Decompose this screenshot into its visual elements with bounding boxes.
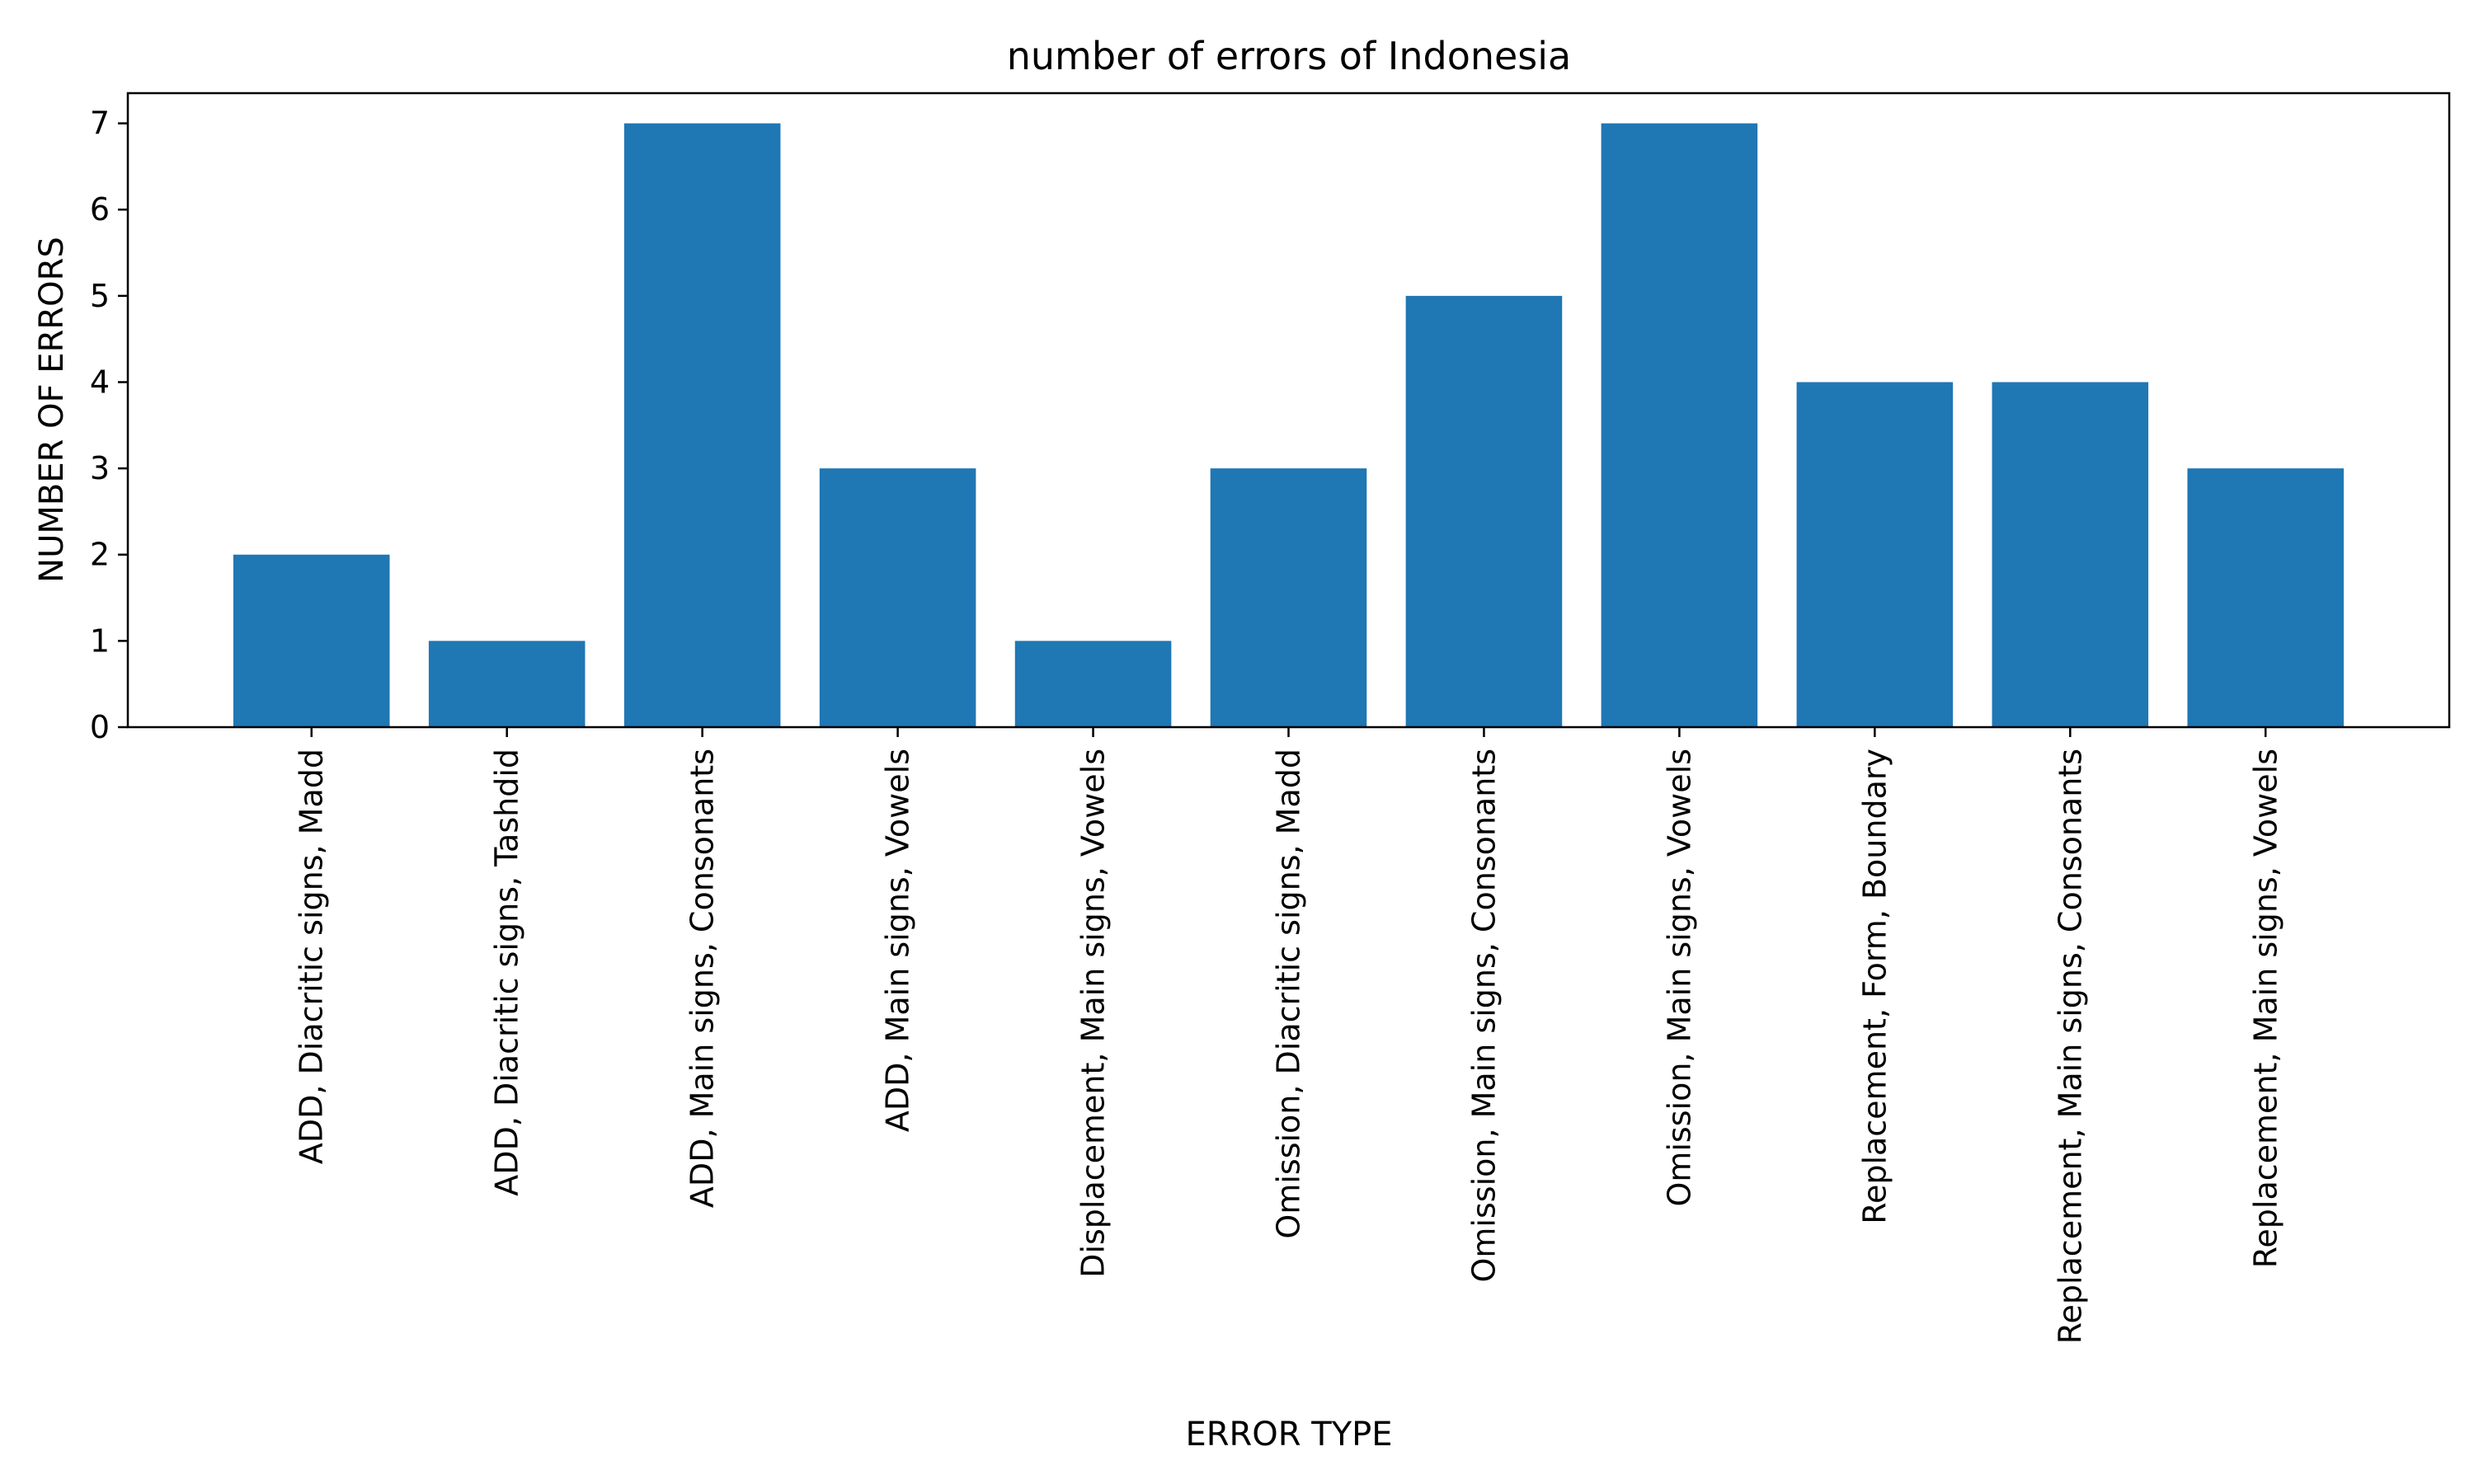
y-tick-label: 2	[90, 537, 110, 573]
bar-4	[1014, 641, 1172, 727]
x-tick-label: Omission, Main signs, Vowels	[1661, 749, 1697, 1207]
x-axis-ticks: ADD, Diacritic signs, Madd ADD, Diacritic…	[294, 727, 2284, 1344]
x-tick-label: Replacement, Form, Boundary	[1856, 749, 1893, 1224]
y-tick-label: 4	[90, 364, 110, 400]
y-tick-label: 1	[90, 622, 110, 659]
y-tick-label: 7	[90, 106, 110, 142]
x-tick-label: Omission, Diacritic signs, Madd	[1271, 749, 1307, 1239]
x-tick-label: ADD, Diacritic signs, Madd	[294, 749, 330, 1164]
y-axis-ticks: 0 1 2 3 4 5 6 7	[90, 106, 128, 745]
x-tick-label: Replacement, Main signs, Vowels	[2247, 749, 2284, 1268]
bars-group	[233, 123, 2345, 728]
bar-7	[1601, 123, 1758, 728]
y-tick-label: 0	[90, 709, 110, 745]
bar-9	[1992, 382, 2149, 727]
bar-0	[233, 554, 390, 727]
chart-title: number of errors of Indonesia	[1007, 34, 1571, 78]
x-tick-label: ADD, Main signs, Vowels	[880, 749, 916, 1132]
bar-3	[819, 468, 976, 727]
x-tick-label: Displacement, Main signs, Vowels	[1075, 749, 1112, 1278]
plot-frame	[126, 92, 2451, 729]
bar-2	[623, 123, 781, 728]
bar-6	[1405, 295, 1563, 728]
y-tick-label: 5	[90, 278, 110, 314]
bar-1	[428, 641, 586, 727]
bar-5	[1210, 468, 1367, 727]
bar-8	[1796, 382, 1954, 727]
y-tick-label: 3	[90, 450, 110, 486]
x-tick-label: Replacement, Main signs, Consonants	[2052, 749, 2088, 1344]
y-axis-label: NUMBER OF ERRORS	[33, 237, 71, 583]
bar-10	[2187, 468, 2345, 727]
x-tick-label: Omission, Main signs, Consonants	[1465, 749, 1502, 1283]
x-axis-label: ERROR TYPE	[1185, 1416, 1392, 1453]
x-tick-label: ADD, Diacritic signs, Tashdid	[489, 749, 525, 1196]
y-tick-label: 6	[90, 191, 110, 228]
x-tick-label: ADD, Main signs, Consonants	[684, 749, 721, 1208]
